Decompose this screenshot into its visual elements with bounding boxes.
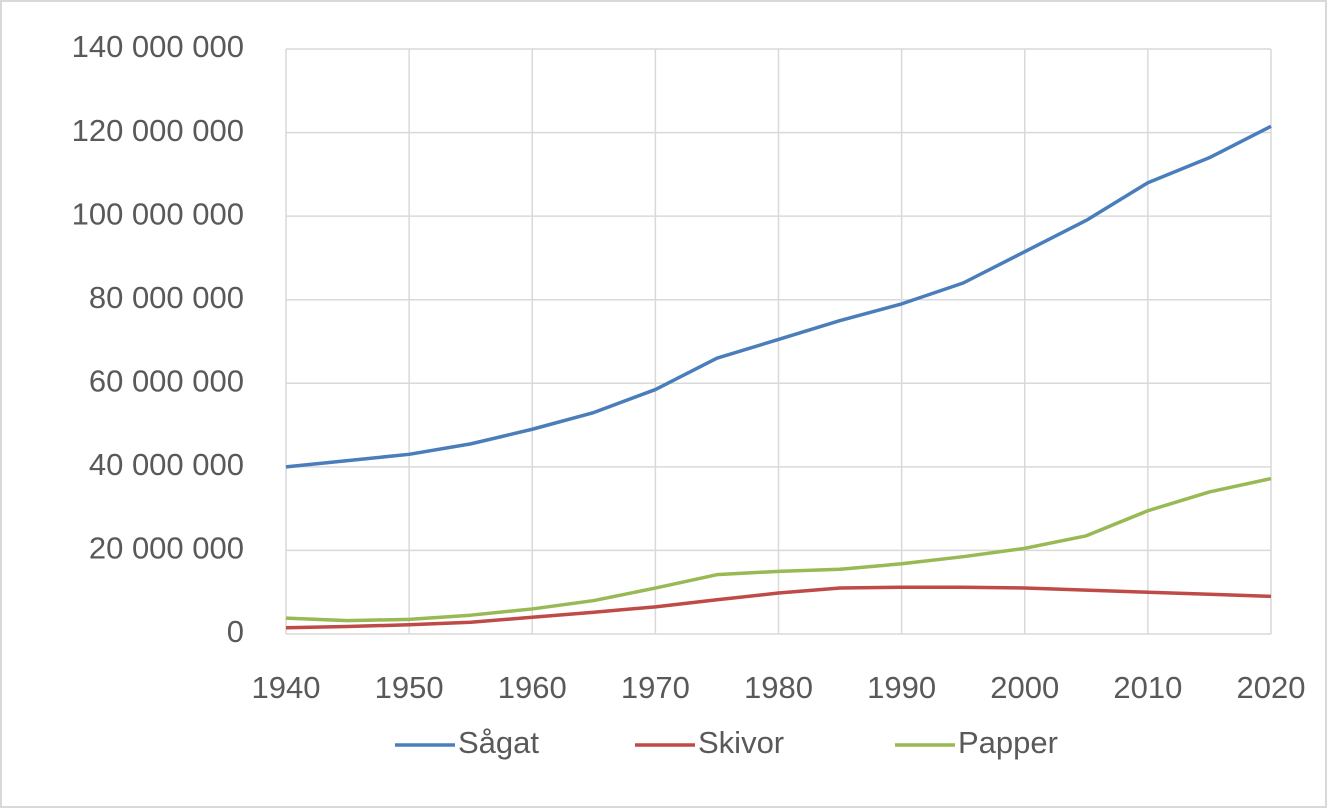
- y-tick-label: 20 000 000: [89, 531, 244, 566]
- x-tick-label: 1970: [621, 670, 690, 705]
- y-tick-label: 120 000 000: [72, 113, 244, 148]
- x-tick-label: 2020: [1237, 670, 1306, 705]
- y-tick-label: 140 000 000: [72, 29, 244, 64]
- x-tick-label: 1980: [744, 670, 813, 705]
- x-tick-label: 2010: [1113, 670, 1182, 705]
- series-line: [285, 124, 1272, 469]
- x-tick-label: 1990: [867, 670, 936, 705]
- x-tick-label: 1960: [498, 670, 567, 705]
- x-tick-label: 1940: [252, 670, 321, 705]
- y-tick-label: 60 000 000: [89, 363, 244, 398]
- y-tick-label: 100 000 000: [72, 196, 244, 231]
- y-tick-label: 80 000 000: [89, 280, 244, 315]
- y-tick-label: 40 000 000: [89, 447, 244, 482]
- x-tick-label: 1950: [375, 670, 444, 705]
- series-line: [285, 585, 1272, 630]
- legend-label: Skivor: [698, 725, 784, 760]
- y-tick-label: 0: [227, 614, 244, 649]
- x-tick-label: 2000: [990, 670, 1059, 705]
- legend-label: Papper: [958, 725, 1058, 760]
- series-line: [285, 476, 1272, 623]
- legend-label: Sågat: [458, 725, 539, 760]
